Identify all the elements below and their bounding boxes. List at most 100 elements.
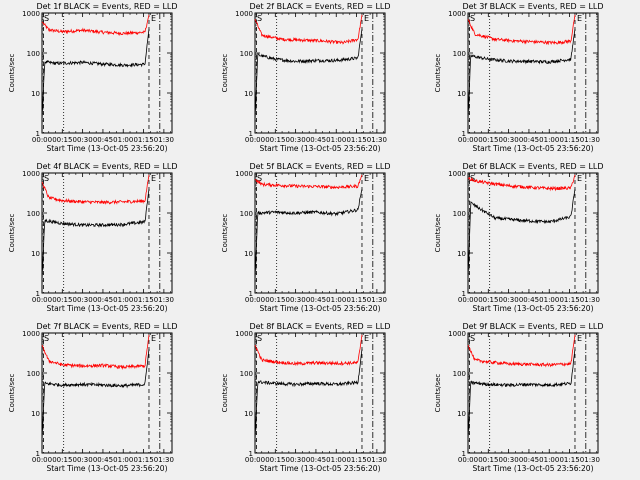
start-marker-label: S [470,14,475,23]
x-tick-label: 00:15 [478,456,498,464]
events-series-line [467,348,576,441]
x-tick-label: 01:30 [367,136,387,144]
lld-series-line [41,174,150,205]
x-tick-label: 00:00 [32,136,52,144]
x-tick-label: 00:00 [245,456,265,464]
plot-frame [467,12,599,134]
lld-series-line [467,174,576,192]
x-axis-label: Start Time (13-Oct-05 23:56:20) [46,464,167,473]
chart-panel-9: Det 9f BLACK = Events, RED = LLD 1 10 100 10… [434,322,604,473]
x-tick-label: 01:15 [133,136,153,144]
x-tick-label: 01:30 [367,456,387,464]
panel-title: Det 6f BLACK = Events, RED = LLD [462,162,603,171]
x-tick-label: 00:30 [73,296,93,304]
y-tick-label: 1 [249,290,253,298]
x-tick-label: 00:30 [286,136,306,144]
panel-title: Det 7f BLACK = Events, RED = LLD [36,322,177,331]
y-tick-label: 1 [462,450,466,458]
events-series-line [467,28,576,121]
panel-title: Det 2f BLACK = Events, RED = LLD [249,2,390,11]
y-tick-label: 1 [462,290,466,298]
x-tick-label: 00:15 [478,296,498,304]
x-tick-label: 00:45 [93,136,113,144]
start-marker-label: S [470,334,475,343]
y-axis-label: Counts/sec [434,214,442,253]
chart-panel-8: Det 8f BLACK = Events, RED = LLD 1 10 100 10… [221,322,391,473]
x-tick-label: 01:15 [559,456,579,464]
chart-panel-7: Det 7f BLACK = Events, RED = LLD 1 10 100 10… [8,322,178,473]
y-tick-label: 1000 [448,10,466,18]
y-tick-label: 1000 [22,170,40,178]
panel-title: Det 1f BLACK = Events, RED = LLD [36,2,177,11]
x-tick-label: 00:00 [245,296,265,304]
x-tick-label: 01:30 [580,296,600,304]
x-tick-label: 01:15 [346,456,366,464]
start-marker-label: S [44,14,49,23]
x-axis-label: Start Time (13-Oct-05 23:56:20) [259,304,380,313]
y-tick-label: 100 [240,370,253,378]
x-axis-label: Start Time (13-Oct-05 23:56:20) [259,144,380,153]
start-marker-label: S [470,174,475,183]
y-tick-label: 1000 [235,330,253,338]
x-tick-label: 00:00 [458,296,478,304]
y-tick-label: 100 [27,50,40,58]
y-axis-label: Counts/sec [221,374,229,413]
lld-series-line [467,334,576,368]
y-axis-label: Counts/sec [434,54,442,93]
y-tick-label: 100 [453,370,466,378]
y-tick-label: 1 [36,290,40,298]
x-tick-label: 00:00 [458,456,478,464]
x-tick-label: 00:15 [265,296,285,304]
x-tick-label: 01:15 [559,296,579,304]
y-tick-label: 10 [244,410,253,418]
plot-frame [41,12,173,134]
x-tick-label: 00:30 [286,456,306,464]
y-tick-label: 1 [36,450,40,458]
x-axis-label: Start Time (13-Oct-05 23:56:20) [472,304,593,313]
x-tick-label: 01:30 [580,136,600,144]
x-tick-label: 01:30 [154,136,174,144]
chart-panel-5: Det 5f BLACK = Events, RED = LLD 1 10 100 10… [221,162,391,313]
x-tick-label: 01:00 [539,296,559,304]
x-tick-label: 01:15 [346,136,366,144]
x-tick-label: 01:00 [113,296,133,304]
x-tick-label: 00:15 [52,296,72,304]
end-marker-label: E [577,334,582,343]
x-axis-label: Start Time (13-Oct-05 23:56:20) [472,144,593,153]
plot-frame [41,172,173,294]
events-series-line [41,348,150,441]
x-tick-label: 00:30 [73,456,93,464]
events-series-line [254,348,363,441]
lld-series-line [254,334,363,367]
x-tick-label: 00:30 [499,296,519,304]
chart-panel-2: Det 2f BLACK = Events, RED = LLD 1 10 100 10… [221,2,391,153]
end-marker-label: E [151,334,156,343]
chart-panel-6: Det 6f BLACK = Events, RED = LLD 1 10 100 10… [434,162,604,313]
end-marker-label: E [364,14,369,23]
y-tick-label: 1 [462,130,466,138]
start-marker-label: S [257,14,262,23]
x-tick-label: 01:30 [154,456,174,464]
y-tick-label: 1000 [448,170,466,178]
lld-series-line [254,174,363,190]
y-tick-label: 1000 [448,330,466,338]
y-tick-label: 100 [240,210,253,218]
x-tick-label: 01:15 [559,136,579,144]
events-series-line [254,28,363,121]
y-tick-label: 10 [457,410,466,418]
lld-series-line [467,14,576,46]
x-tick-label: 00:00 [245,136,265,144]
x-tick-label: 00:45 [306,296,326,304]
end-marker-label: E [577,174,582,183]
x-tick-label: 00:15 [52,136,72,144]
start-marker-label: S [44,174,49,183]
y-tick-label: 10 [31,410,40,418]
y-tick-label: 1 [249,130,253,138]
start-marker-label: S [257,334,262,343]
y-tick-label: 1000 [22,330,40,338]
plot-frame [41,332,173,454]
y-axis-label: Counts/sec [221,54,229,93]
lld-series-line [41,334,150,370]
plot-frame [254,172,386,294]
y-axis-label: Counts/sec [434,374,442,413]
